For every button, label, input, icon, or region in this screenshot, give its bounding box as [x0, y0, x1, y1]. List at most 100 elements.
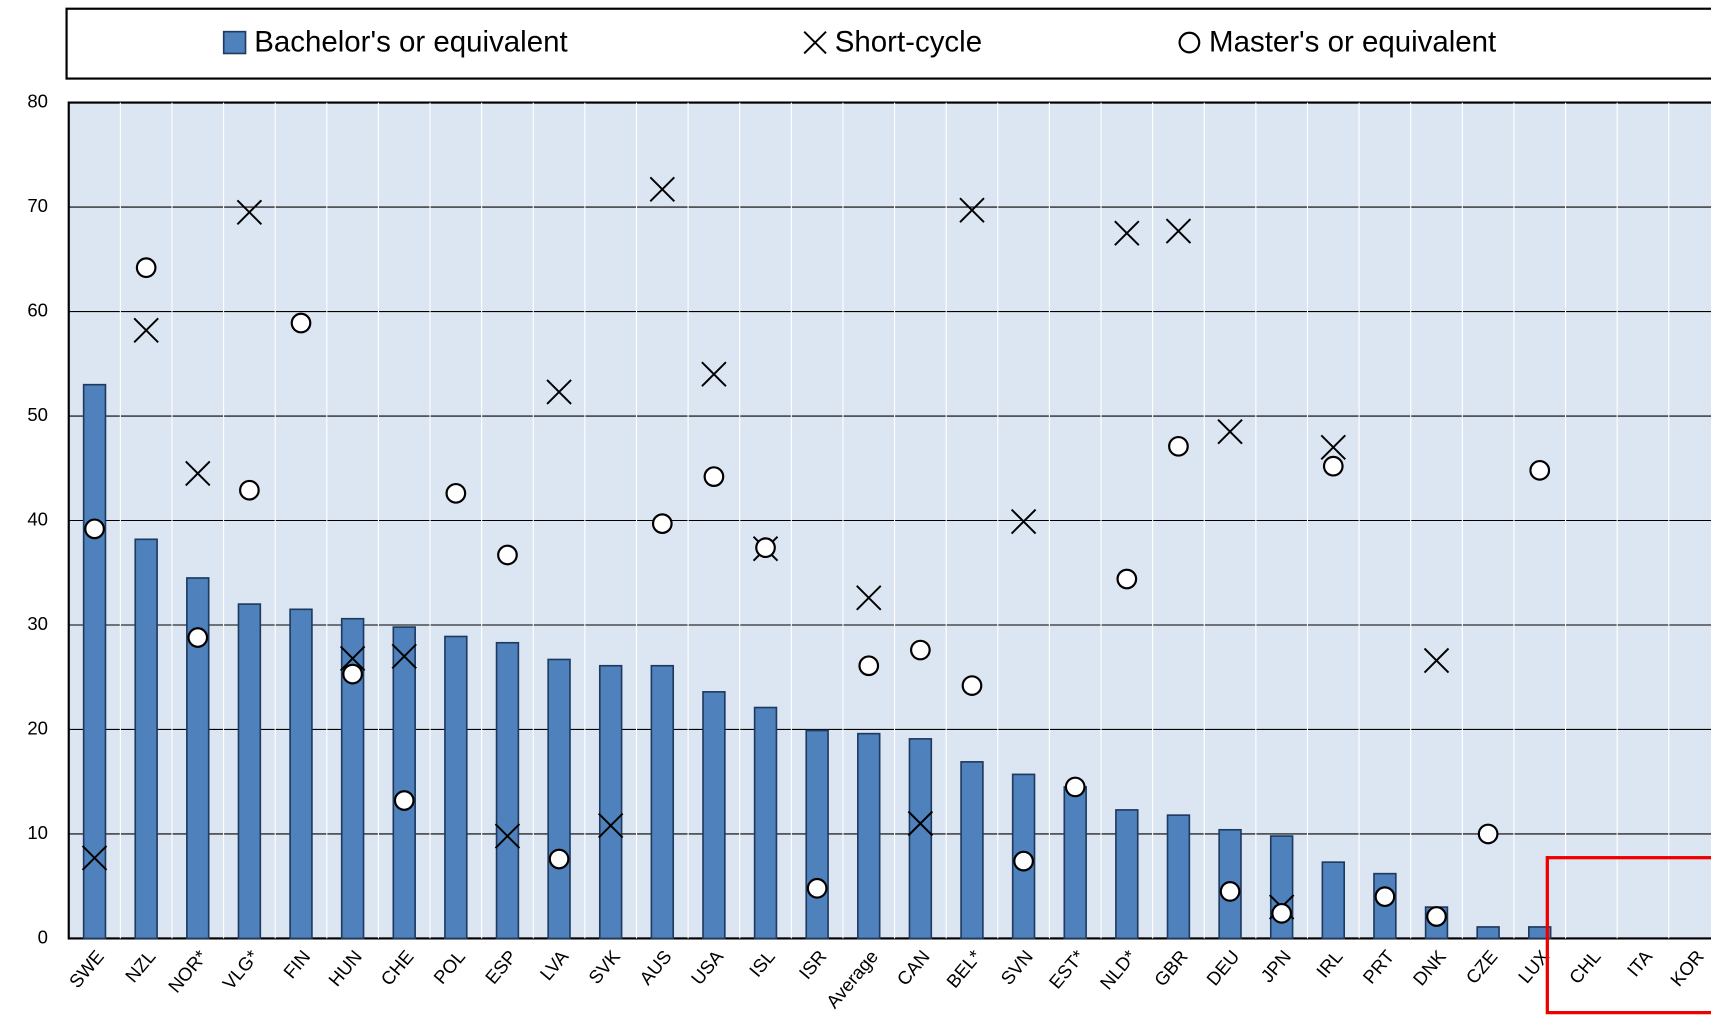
- x-tick-label: DEU: [1202, 946, 1243, 990]
- master-marker: [1529, 459, 1551, 481]
- bar: [650, 664, 675, 940]
- x-tick-label: CHL: [1565, 946, 1605, 988]
- x-tick-label: IRL: [1312, 946, 1347, 982]
- highlight-box: [1545, 856, 1711, 1015]
- y-tick-label: 20: [27, 717, 48, 738]
- x-tick-label: ISL: [745, 946, 779, 981]
- x-tick-label: CZE: [1462, 946, 1502, 988]
- x-tick-label: SVN: [996, 946, 1037, 989]
- short-cycle-marker: [133, 317, 159, 344]
- master-marker: [1013, 850, 1034, 872]
- y-tick-label: 60: [27, 299, 48, 320]
- short-cycle-marker: [339, 645, 366, 672]
- bar: [237, 603, 262, 940]
- y-tick-label: 70: [27, 195, 48, 216]
- master-marker: [187, 627, 209, 648]
- x-tick-label: EST*: [1045, 946, 1089, 993]
- master-marker: [290, 312, 312, 334]
- y-tick-label: 80: [27, 90, 48, 111]
- master-marker: [910, 639, 931, 661]
- bar: [960, 761, 984, 940]
- x-tick-label: NZL: [121, 946, 160, 986]
- x-tick-label: JPN: [1256, 946, 1295, 986]
- master-marker: [1374, 886, 1396, 908]
- master-marker: [1168, 435, 1189, 457]
- master-marker: [84, 518, 105, 540]
- x-tick-label: Average: [822, 946, 882, 1012]
- bar: [82, 383, 107, 940]
- y-tick-label: 10: [27, 822, 48, 843]
- bar: [134, 538, 158, 940]
- master-marker: [1271, 902, 1293, 924]
- bar: [598, 664, 623, 940]
- short-cycle-marker: [494, 823, 521, 849]
- short-cycle-marker: [185, 460, 211, 487]
- master-marker: [858, 655, 880, 677]
- legend-swatch: [222, 30, 247, 55]
- master-marker: [1116, 568, 1138, 590]
- x-tick-label: ESP: [481, 946, 521, 988]
- master-marker: [239, 479, 260, 501]
- y-tick-label: 0: [38, 926, 48, 947]
- master-marker: [497, 544, 518, 566]
- master-marker: [1219, 881, 1241, 902]
- x-tick-label: POL: [429, 946, 469, 988]
- bar: [753, 706, 778, 940]
- short-cycle-marker: [597, 812, 624, 839]
- x-tick-label: GBR: [1150, 946, 1192, 990]
- master-marker: [651, 513, 673, 535]
- x-tick-label: LVA: [536, 945, 573, 984]
- bar: [289, 608, 313, 940]
- bar: [392, 626, 416, 940]
- master-marker: [961, 675, 983, 696]
- y-tick-label: 30: [27, 613, 48, 634]
- short-cycle-marker: [1423, 647, 1450, 674]
- legend-swatch: [803, 30, 827, 55]
- x-tick-label: SWE: [65, 946, 108, 992]
- master-marker: [806, 877, 828, 899]
- legend-label: Bachelor's or equivalent: [254, 25, 567, 58]
- x-tick-label: ISR: [795, 946, 831, 983]
- short-cycle-marker: [1010, 508, 1037, 535]
- x-tick-label: CAN: [892, 946, 933, 990]
- master-marker: [1426, 906, 1447, 927]
- short-cycle-marker: [1217, 418, 1243, 445]
- legend-label: Short-cycle: [835, 25, 982, 58]
- master-marker: [703, 466, 725, 487]
- master-marker: [1322, 455, 1344, 477]
- short-cycle-marker: [391, 643, 417, 670]
- x-tick-label: NOR*: [164, 946, 211, 997]
- x-tick-label: PRT: [1359, 946, 1399, 988]
- x-tick-label: FIN: [279, 946, 314, 982]
- short-cycle-marker: [236, 199, 263, 225]
- master-marker: [1477, 823, 1499, 845]
- short-cycle-marker: [546, 379, 572, 405]
- master-marker: [342, 663, 363, 685]
- master-marker: [445, 482, 467, 504]
- bar: [1476, 926, 1500, 940]
- bar: [495, 641, 520, 940]
- short-cycle-marker: [856, 585, 882, 611]
- bar: [1321, 861, 1346, 940]
- x-tick-label: USA: [687, 945, 728, 988]
- x-tick-label: VLG*: [218, 946, 263, 993]
- master-marker: [393, 790, 415, 811]
- short-cycle-marker: [701, 361, 727, 387]
- x-tick-label: KOR: [1666, 946, 1708, 990]
- master-marker: [135, 257, 157, 279]
- bar: [186, 577, 210, 940]
- bar: [702, 691, 726, 940]
- x-tick-label: NLD*: [1096, 946, 1141, 993]
- x-tick-label: BEL*: [942, 946, 985, 992]
- short-cycle-marker: [1114, 220, 1140, 246]
- bar: [340, 617, 365, 940]
- legend-box: [65, 7, 1711, 80]
- short-cycle-marker: [959, 197, 985, 223]
- master-marker: [548, 848, 570, 870]
- bar: [857, 732, 881, 940]
- legend-swatch: [1178, 31, 1201, 54]
- legend-label: Master's or equivalent: [1209, 25, 1496, 58]
- short-cycle-marker: [907, 810, 934, 837]
